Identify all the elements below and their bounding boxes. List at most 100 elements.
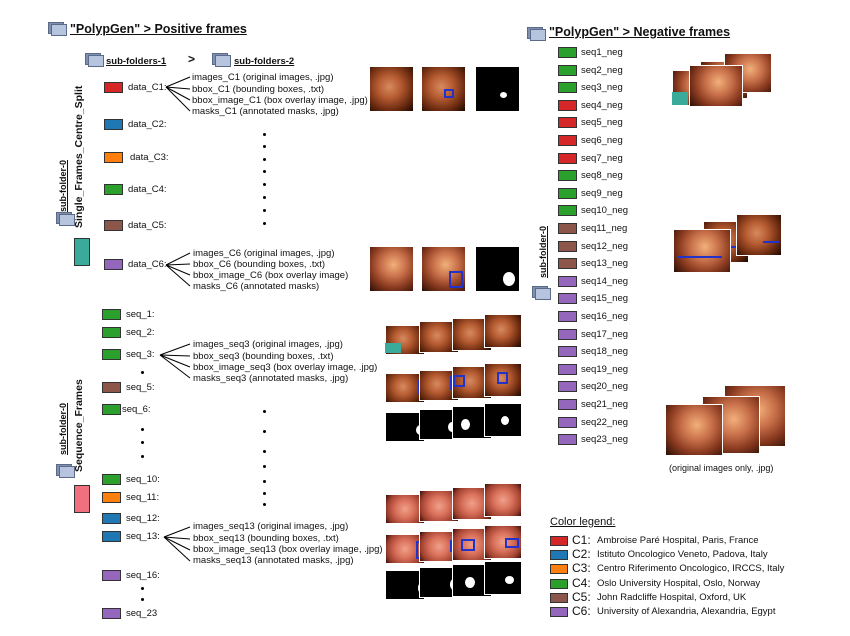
ellipsis-dot bbox=[263, 158, 266, 161]
legend-title: Color legend: bbox=[550, 516, 616, 528]
legend-text: University of Alexandria, Alexandria, Eg… bbox=[597, 606, 776, 617]
file-entry[interactable]: bbox_seq13 (bounding boxes, .txt) bbox=[193, 533, 339, 544]
legend-code: C4: bbox=[572, 575, 591, 590]
ellipsis-dot bbox=[263, 196, 266, 199]
sequence-folder-label[interactable]: seq_6: bbox=[122, 404, 151, 415]
ellipsis-dot bbox=[263, 183, 266, 186]
negative-folder-label[interactable]: seq23_neg bbox=[581, 434, 629, 446]
negative-color-box bbox=[558, 258, 577, 270]
negative-folder-label[interactable]: seq11_neg bbox=[581, 223, 628, 234]
legend-color-box bbox=[550, 536, 568, 546]
folder-icon bbox=[56, 464, 75, 478]
file-entry[interactable]: masks_seq3 (annotated masks, .jpg) bbox=[193, 373, 349, 384]
legend-color-box bbox=[550, 564, 568, 575]
sequence-folder-label[interactable]: seq_3: bbox=[126, 349, 155, 360]
sequence-folder-label[interactable]: seq_5: bbox=[126, 382, 155, 393]
negative-folder-label[interactable]: seq12_neg bbox=[581, 240, 629, 252]
sequence-folder-label[interactable]: seq_10: bbox=[126, 474, 160, 485]
centre-color-box bbox=[104, 259, 123, 270]
centre-folder-label[interactable]: data_C1: bbox=[128, 82, 167, 93]
legend-code: C6: bbox=[572, 604, 591, 618]
negative-folder-label[interactable]: seq5_neg bbox=[581, 117, 623, 129]
negative-folder-label[interactable]: seq17_neg bbox=[581, 328, 629, 340]
sequence-folder-label[interactable]: seq_23 bbox=[126, 608, 158, 619]
negative-folder-label[interactable]: seq15_neg bbox=[581, 293, 629, 305]
ellipsis-dot bbox=[141, 598, 144, 601]
centre-folder-label[interactable]: data_C4: bbox=[128, 184, 167, 195]
sequence-folder-label[interactable]: seq_12: bbox=[126, 513, 160, 524]
negative-folder-label[interactable]: seq7_neg bbox=[581, 152, 623, 164]
legend-code: C5: bbox=[572, 589, 591, 604]
single-frames-color-box bbox=[74, 238, 90, 266]
image-c6-original bbox=[369, 246, 414, 292]
negative-folder-label[interactable]: seq22_neg bbox=[581, 416, 629, 428]
negative-image-bottom bbox=[665, 404, 723, 456]
file-entry[interactable]: images_C6 (original images, .jpg) bbox=[193, 248, 335, 259]
legend-text: Centro Riferimento Oncologico, IRCCS, It… bbox=[597, 563, 785, 575]
centre-folder-label[interactable]: data_C2: bbox=[128, 119, 167, 130]
ellipsis-dot bbox=[141, 371, 144, 374]
file-entry[interactable]: bbox_image_C1 (box overlay image, .jpg) bbox=[192, 95, 368, 106]
negative-folder-label[interactable]: seq1_neg bbox=[581, 47, 623, 58]
file-entry[interactable]: masks_C6 (annotated masks) bbox=[193, 281, 320, 292]
negative-color-box bbox=[558, 135, 577, 146]
file-entry[interactable]: bbox_image_seq3 (box overlay image, .jpg… bbox=[193, 362, 378, 373]
ellipsis-dot bbox=[263, 222, 266, 225]
ellipsis-dot bbox=[263, 465, 266, 468]
negative-color-box bbox=[558, 64, 577, 76]
sequence-color-box bbox=[102, 349, 121, 360]
ellipsis-dot bbox=[141, 428, 144, 431]
folder-icon bbox=[532, 286, 551, 300]
negative-folder-label[interactable]: seq14_neg bbox=[581, 275, 629, 287]
negative-folder-label[interactable]: seq10_neg bbox=[581, 205, 629, 217]
file-entry[interactable]: bbox_image_C6 (box overlay image) bbox=[193, 270, 349, 281]
sequence-color-box bbox=[102, 513, 121, 524]
legend-code: C1: bbox=[572, 533, 591, 547]
file-entry[interactable]: masks_C1 (annotated masks, .jpg) bbox=[192, 106, 339, 117]
centre-color-box bbox=[104, 152, 123, 163]
legend-text: Oslo University Hospital, Oslo, Norway bbox=[597, 577, 761, 589]
negative-color-box bbox=[558, 117, 577, 129]
ellipsis-dot bbox=[141, 587, 144, 590]
centre-folder-label[interactable]: data_C6: bbox=[128, 259, 167, 270]
file-entry[interactable]: images_seq13 (original images, .jpg) bbox=[193, 521, 349, 532]
file-entry[interactable]: bbox_C1 (bounding boxes, .txt) bbox=[192, 84, 325, 95]
negative-folder-label[interactable]: seq16_neg bbox=[581, 311, 629, 322]
negative-color-box bbox=[558, 170, 577, 182]
image-seq3-mask bbox=[484, 403, 522, 437]
image-c1-original bbox=[369, 66, 414, 112]
file-entry[interactable]: bbox_C6 (bounding boxes, .txt) bbox=[193, 259, 326, 270]
sequence-folder-label[interactable]: seq_13: bbox=[126, 531, 160, 542]
negative-folder-label[interactable]: seq21_neg bbox=[581, 399, 629, 410]
ellipsis-dot bbox=[263, 450, 266, 453]
negative-folder-label[interactable]: seq9_neg bbox=[581, 187, 623, 199]
ellipsis-dot bbox=[263, 145, 266, 148]
file-entry[interactable]: bbox_seq3 (bounding boxes, .txt) bbox=[193, 351, 334, 362]
negative-folder-label[interactable]: seq3_neg bbox=[581, 82, 623, 94]
sequence-folder-label[interactable]: seq_2: bbox=[126, 327, 155, 338]
negative-folder-label[interactable]: seq18_neg bbox=[581, 346, 629, 358]
sequence-color-box bbox=[102, 570, 121, 581]
negative-color-box bbox=[558, 399, 577, 410]
negative-folder-label[interactable]: seq4_neg bbox=[581, 99, 623, 111]
sequence-folder-label[interactable]: seq_1: bbox=[126, 309, 155, 320]
legend-code: C2: bbox=[572, 547, 591, 562]
file-entry[interactable]: bbox_image_seq13 (box overlay image, .jp… bbox=[193, 544, 383, 555]
centre-folder-label[interactable]: data_C5: bbox=[128, 220, 167, 231]
negative-folder-label[interactable]: seq8_neg bbox=[581, 170, 623, 182]
sequence-color-box bbox=[102, 327, 121, 338]
negative-folder-label[interactable]: seq2_neg bbox=[581, 64, 623, 76]
subfolders-1-label: sub-folders-1 bbox=[106, 56, 167, 67]
sequence-folder-label[interactable]: seq_16: bbox=[126, 570, 160, 581]
negative-folder-label[interactable]: seq20_neg bbox=[581, 381, 629, 393]
centre-folder-label[interactable]: data_C3: bbox=[130, 152, 169, 163]
negative-folder-label[interactable]: seq19_neg bbox=[581, 363, 629, 375]
file-entry[interactable]: images_seq3 (original images, .jpg) bbox=[193, 339, 343, 350]
file-entry[interactable]: images_C1 (original images, .jpg) bbox=[192, 72, 334, 83]
image-c1-bbox bbox=[421, 66, 466, 112]
negative-folder-label[interactable]: seq13_neg bbox=[581, 258, 629, 270]
negative-folder-label[interactable]: seq6_neg bbox=[581, 135, 623, 146]
sequence-folder-label[interactable]: seq_11: bbox=[126, 492, 160, 503]
file-entry[interactable]: masks_seq13 (annotated masks, .jpg) bbox=[193, 555, 354, 566]
ellipsis-dot bbox=[263, 503, 266, 506]
